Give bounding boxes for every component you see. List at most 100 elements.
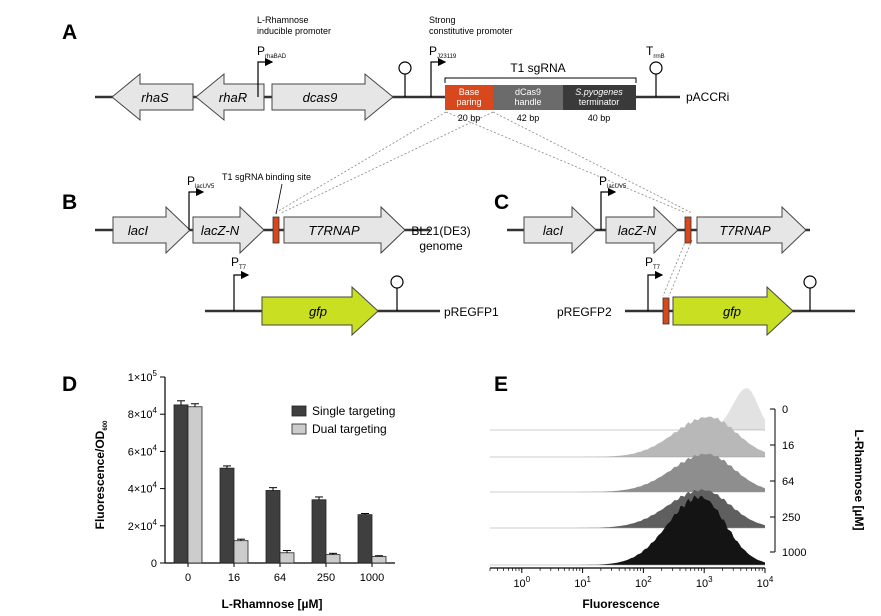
promoter-lacuv5-b-arrow bbox=[188, 187, 205, 230]
promoter-lacuv5-c: PlacUV5 bbox=[599, 174, 627, 190]
x-tick-label-250: 250 bbox=[317, 572, 335, 584]
promoter-j-arrow bbox=[430, 57, 447, 97]
x-tick-label-64: 64 bbox=[274, 572, 286, 584]
histogram-x-tick-label-2: 102 bbox=[635, 575, 652, 590]
gene-dcas9-label: dcas9 bbox=[303, 90, 338, 105]
histogram-1000 bbox=[490, 495, 765, 565]
histogram-right-label-16: 16 bbox=[782, 440, 794, 452]
x-tick-label-16: 16 bbox=[228, 572, 240, 584]
terminator-c-icon bbox=[803, 275, 817, 289]
gene-lacz-b bbox=[192, 205, 265, 255]
promoter-j-desc-2: constitutive promoter bbox=[429, 26, 513, 36]
plasmid-a-label: pACCRi bbox=[686, 90, 729, 104]
legend-swatch-single bbox=[291, 405, 307, 417]
sgrna-title: T1 sgRNA bbox=[510, 61, 565, 75]
promoter-lacuv5-b: PlacUV5 bbox=[187, 174, 215, 190]
panel-b-label: B bbox=[62, 191, 77, 214]
histogram-16 bbox=[490, 416, 765, 457]
panel-e-label: E bbox=[494, 373, 508, 396]
x-tick-label-0: 0 bbox=[185, 572, 191, 584]
bar-single-1000 bbox=[357, 514, 373, 564]
y-tick-label-3: 6×104 bbox=[128, 443, 158, 458]
panel-a-label: A bbox=[62, 21, 77, 44]
promoter-rha-arrow bbox=[257, 57, 274, 97]
histogram-right-label-0: 0 bbox=[782, 404, 788, 416]
segment-base-pairing bbox=[445, 85, 493, 110]
histogram-0 bbox=[490, 388, 765, 430]
histogram-stack: 100 101 102 103 104 0 16 64 250 1000 bbox=[489, 388, 806, 590]
segment-dcas9-handle bbox=[493, 85, 563, 110]
legend-swatch-dual bbox=[291, 423, 307, 435]
segment-terminator-l2: terminator bbox=[579, 97, 620, 107]
gene-lacz-b-label: lacZ-N bbox=[201, 223, 240, 238]
gene-gfp-b-label: gfp bbox=[309, 304, 327, 319]
plasmid-c-label: pREGFP2 bbox=[557, 305, 612, 319]
promoter-rha-desc-1: L-Rhamnose bbox=[257, 15, 309, 25]
bar-single-16 bbox=[219, 467, 235, 564]
histogram-x-tick-label-0: 100 bbox=[513, 575, 530, 590]
histogram-x-tick-label-4: 104 bbox=[757, 575, 774, 590]
promoter-j-name: PJ23119 bbox=[429, 44, 457, 60]
x-tick-label-1000: 1000 bbox=[360, 572, 384, 584]
gene-lacz-c bbox=[605, 205, 679, 255]
gene-gfp-b bbox=[261, 285, 379, 337]
promoter-rha-desc-2: inducible promoter bbox=[257, 26, 331, 36]
histogram-ylabel: L-Rhamnose [µM] bbox=[852, 430, 866, 531]
gene-t7rnap-b-label: T7RNAP bbox=[308, 223, 360, 238]
bar-chart: 0 2×104 4×104 6×104 8×104 1×105 0 16 64 250 1000 bbox=[128, 369, 395, 584]
bar-dual-64 bbox=[279, 552, 295, 564]
legend-label-dual: Dual targeting bbox=[312, 422, 387, 436]
histogram-right-label-250: 250 bbox=[782, 512, 800, 524]
segment-terminator bbox=[563, 85, 636, 110]
gene-laci-b bbox=[112, 205, 191, 255]
bar-single-0 bbox=[173, 404, 189, 564]
gene-laci-b-label: lacI bbox=[128, 223, 149, 238]
mapping-lines bbox=[274, 111, 693, 297]
gene-t7rnap-c-label: T7RNAP bbox=[719, 223, 771, 238]
segment-dcas9-handle-l1: dCas9 bbox=[515, 87, 541, 97]
panel-d-label: D bbox=[62, 373, 77, 396]
y-tick-label-5: 1×105 bbox=[128, 369, 158, 384]
bar-dual-1000 bbox=[371, 556, 387, 564]
segment-base-pairing-l1: Base bbox=[459, 87, 480, 97]
histogram-xlabel: Fluorescence bbox=[582, 597, 660, 611]
y-tick-label-2: 4×104 bbox=[128, 481, 158, 496]
promoter-t7-b: PT7 bbox=[231, 255, 247, 271]
sgrna-bracket bbox=[444, 77, 637, 83]
binding-site-leader bbox=[275, 183, 283, 215]
histogram-x-tick-label-3: 103 bbox=[696, 575, 713, 590]
gene-rhar-label: rhaR bbox=[219, 90, 247, 105]
terminator-b-icon bbox=[390, 275, 404, 289]
gene-lacz-c-label: lacZ-N bbox=[618, 223, 657, 238]
terminator-a2-icon bbox=[649, 61, 663, 75]
terminator-rrnb-name: TrrnB bbox=[646, 44, 665, 60]
y-tick-label-4: 8×104 bbox=[128, 406, 158, 421]
bar-single-250 bbox=[311, 499, 327, 564]
genome-label-1: BL21(DE3) bbox=[411, 224, 470, 238]
y-tick-label-0: 0 bbox=[151, 558, 157, 570]
promoter-t7-c-arrow bbox=[647, 270, 664, 311]
promoter-t7-b-arrow bbox=[233, 270, 250, 311]
binding-site-label: T1 sgRNA binding site bbox=[222, 172, 311, 182]
bar-dual-250 bbox=[325, 554, 341, 564]
histogram-right-label-1000: 1000 bbox=[782, 547, 806, 559]
binding-site-b bbox=[272, 216, 280, 244]
gene-laci-c-label: lacI bbox=[543, 223, 564, 238]
gene-t7rnap-c bbox=[696, 205, 807, 255]
gene-dcas9 bbox=[271, 72, 394, 122]
terminator-a1-icon bbox=[398, 61, 412, 75]
gene-rhas-label: rhaS bbox=[141, 90, 169, 105]
binding-site-c-plasmid bbox=[662, 297, 670, 325]
segment-base-pairing-l2: paring bbox=[456, 97, 481, 107]
histogram-right-label-64: 64 bbox=[782, 476, 794, 488]
segment-bp-3: 40 bp bbox=[588, 113, 611, 123]
promoter-lacuv5-c-arrow bbox=[600, 187, 617, 230]
segment-bp-1: 20 bp bbox=[458, 113, 481, 123]
gene-gfp-c-label: gfp bbox=[723, 304, 741, 319]
y-tick-label-1: 2×104 bbox=[128, 518, 158, 533]
histogram-x-tick-label-1: 101 bbox=[574, 575, 591, 590]
promoter-j-desc-1: Strong bbox=[429, 15, 456, 25]
bar-dual-16 bbox=[233, 540, 249, 564]
gene-rhar bbox=[195, 72, 265, 122]
